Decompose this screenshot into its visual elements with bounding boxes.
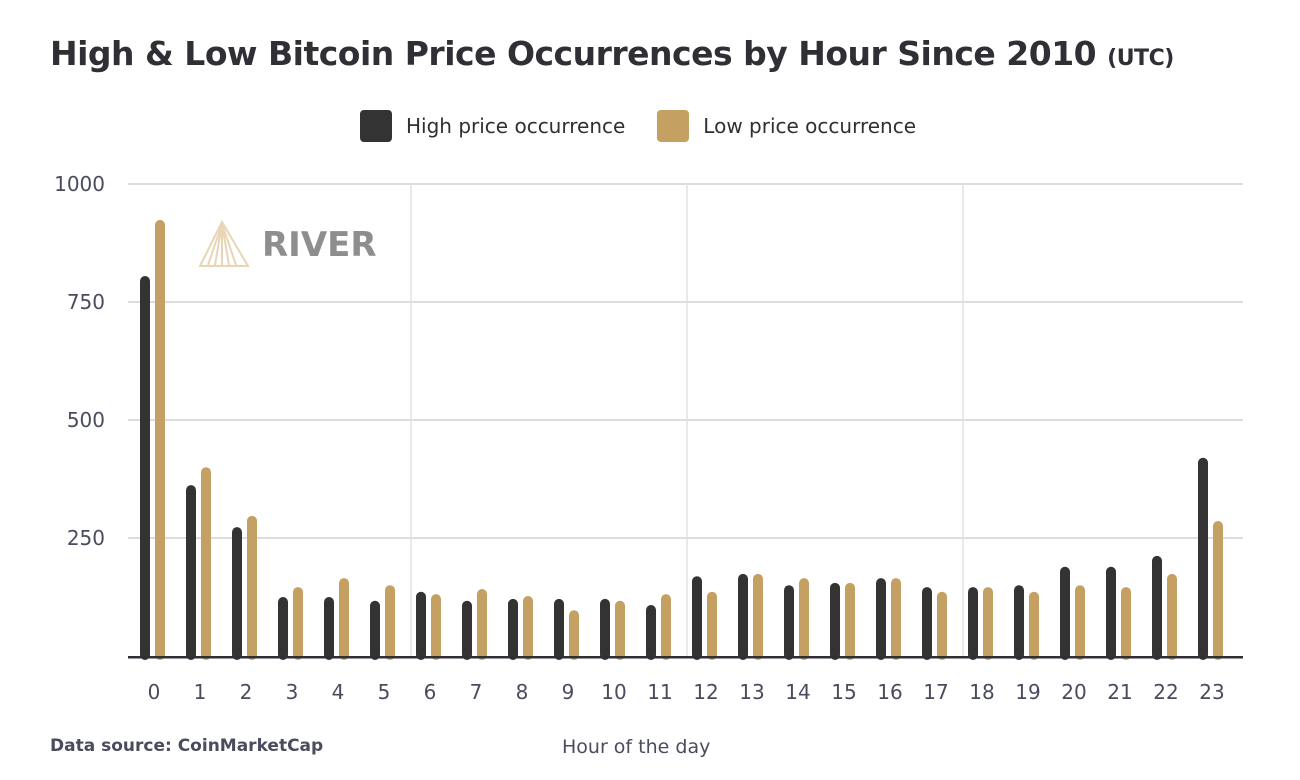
bar-high-5: [370, 600, 380, 660]
legend-label-high: High price occurrence: [406, 114, 626, 138]
bar-high-6: [416, 591, 426, 660]
bar-low-4: [339, 578, 349, 660]
x-tick-label: 2: [240, 680, 253, 704]
legend-swatch-low: [657, 110, 690, 142]
legend-item-low: Low price occurrence: [657, 110, 916, 142]
bar-low-10: [615, 600, 625, 660]
x-tick-label: 7: [470, 680, 483, 704]
x-axis-label: Hour of the day: [562, 736, 711, 758]
data-source: Data source: CoinMarketCap: [50, 736, 324, 756]
bar-low-14: [799, 578, 809, 660]
bar-high-16: [876, 578, 886, 660]
bar-high-2: [232, 527, 242, 660]
x-tick-label: 18: [969, 680, 994, 704]
bar-high-14: [784, 585, 794, 660]
x-tick-label: 14: [785, 680, 810, 704]
river-logo-ray: [207, 223, 223, 266]
bar-high-7: [462, 600, 472, 660]
legend-swatch-high: [360, 110, 392, 142]
x-tick-label: 11: [647, 680, 672, 704]
bar-low-17: [937, 591, 947, 660]
river-logo-ray: [221, 223, 230, 266]
bar-low-5: [385, 585, 395, 660]
x-tick-label: 21: [1107, 680, 1132, 704]
x-tick-label: 1: [194, 680, 207, 704]
river-logo-ray: [221, 223, 237, 266]
chart-title: High & Low Bitcoin Price Occurrences by …: [50, 34, 1174, 73]
y-tick-label: 250: [67, 526, 105, 550]
x-tick-label: 22: [1153, 680, 1178, 704]
x-tick-label: 9: [562, 680, 575, 704]
bar-low-3: [293, 587, 303, 660]
legend-label-low: Low price occurrence: [703, 114, 917, 138]
x-tick-label: 15: [831, 680, 856, 704]
bar-low-2: [247, 515, 257, 660]
bar-low-13: [753, 573, 763, 660]
river-logo-icon: [198, 219, 250, 267]
watermark-river: RIVER: [262, 225, 377, 265]
bar-high-15: [830, 582, 840, 660]
x-tick-label: 17: [923, 680, 948, 704]
bar-high-23: [1198, 457, 1208, 660]
bar-high-13: [738, 573, 748, 660]
bar-low-6: [431, 594, 441, 660]
bar-low-19: [1029, 591, 1039, 660]
bar-high-18: [968, 587, 978, 660]
bar-low-22: [1167, 573, 1177, 660]
bar-high-21: [1106, 566, 1116, 660]
bar-low-21: [1121, 587, 1131, 660]
bar-high-9: [554, 598, 564, 660]
x-tick-label: 5: [378, 680, 391, 704]
bar-low-15: [845, 582, 855, 660]
bar-high-1: [186, 485, 196, 660]
river-logo-ray: [214, 223, 223, 266]
bar-low-23: [1213, 521, 1223, 660]
bar-high-11: [646, 605, 656, 660]
bar-high-10: [600, 598, 610, 660]
bar-high-22: [1152, 555, 1162, 660]
bar-low-12: [707, 591, 717, 660]
bar-low-0: [155, 219, 165, 660]
bar-high-4: [324, 597, 334, 660]
x-tick-label: 0: [148, 680, 161, 704]
title-text: High & Low Bitcoin Price Occurrences by …: [50, 34, 1097, 73]
bar-low-11: [661, 594, 671, 660]
legend: High price occurrence Low price occurren…: [360, 110, 916, 142]
y-tick-label: 1000: [54, 172, 105, 196]
x-tick-label: 16: [877, 680, 902, 704]
bar-high-12: [692, 576, 702, 660]
x-tick-label: 10: [601, 680, 626, 704]
x-tick-label: 3: [286, 680, 299, 704]
bar-low-18: [983, 587, 993, 660]
bar-high-20: [1060, 566, 1070, 660]
y-tick-label: 750: [67, 290, 105, 314]
bar-low-8: [523, 596, 533, 660]
bar-low-7: [477, 588, 487, 660]
x-tick-label: 23: [1199, 680, 1224, 704]
x-tick-label: 8: [516, 680, 529, 704]
bar-high-19: [1014, 585, 1024, 660]
bar-high-8: [508, 598, 518, 660]
x-tick-label: 12: [693, 680, 718, 704]
bar-low-16: [891, 578, 901, 660]
bar-high-17: [922, 587, 932, 660]
bar-high-0: [140, 276, 150, 660]
bar-low-9: [569, 610, 579, 660]
x-tick-label: 6: [424, 680, 437, 704]
y-tick-label: 500: [67, 408, 105, 432]
title-suffix: (UTC): [1107, 46, 1174, 71]
bar-low-20: [1075, 585, 1085, 660]
x-axis-line: [128, 656, 1243, 659]
x-tick-label: 19: [1015, 680, 1040, 704]
x-tick-label: 20: [1061, 680, 1086, 704]
bar-high-3: [278, 597, 288, 660]
legend-item-high: High price occurrence: [360, 110, 625, 142]
x-tick-label: 13: [739, 680, 764, 704]
x-tick-label: 4: [332, 680, 345, 704]
bar-low-1: [201, 467, 211, 660]
